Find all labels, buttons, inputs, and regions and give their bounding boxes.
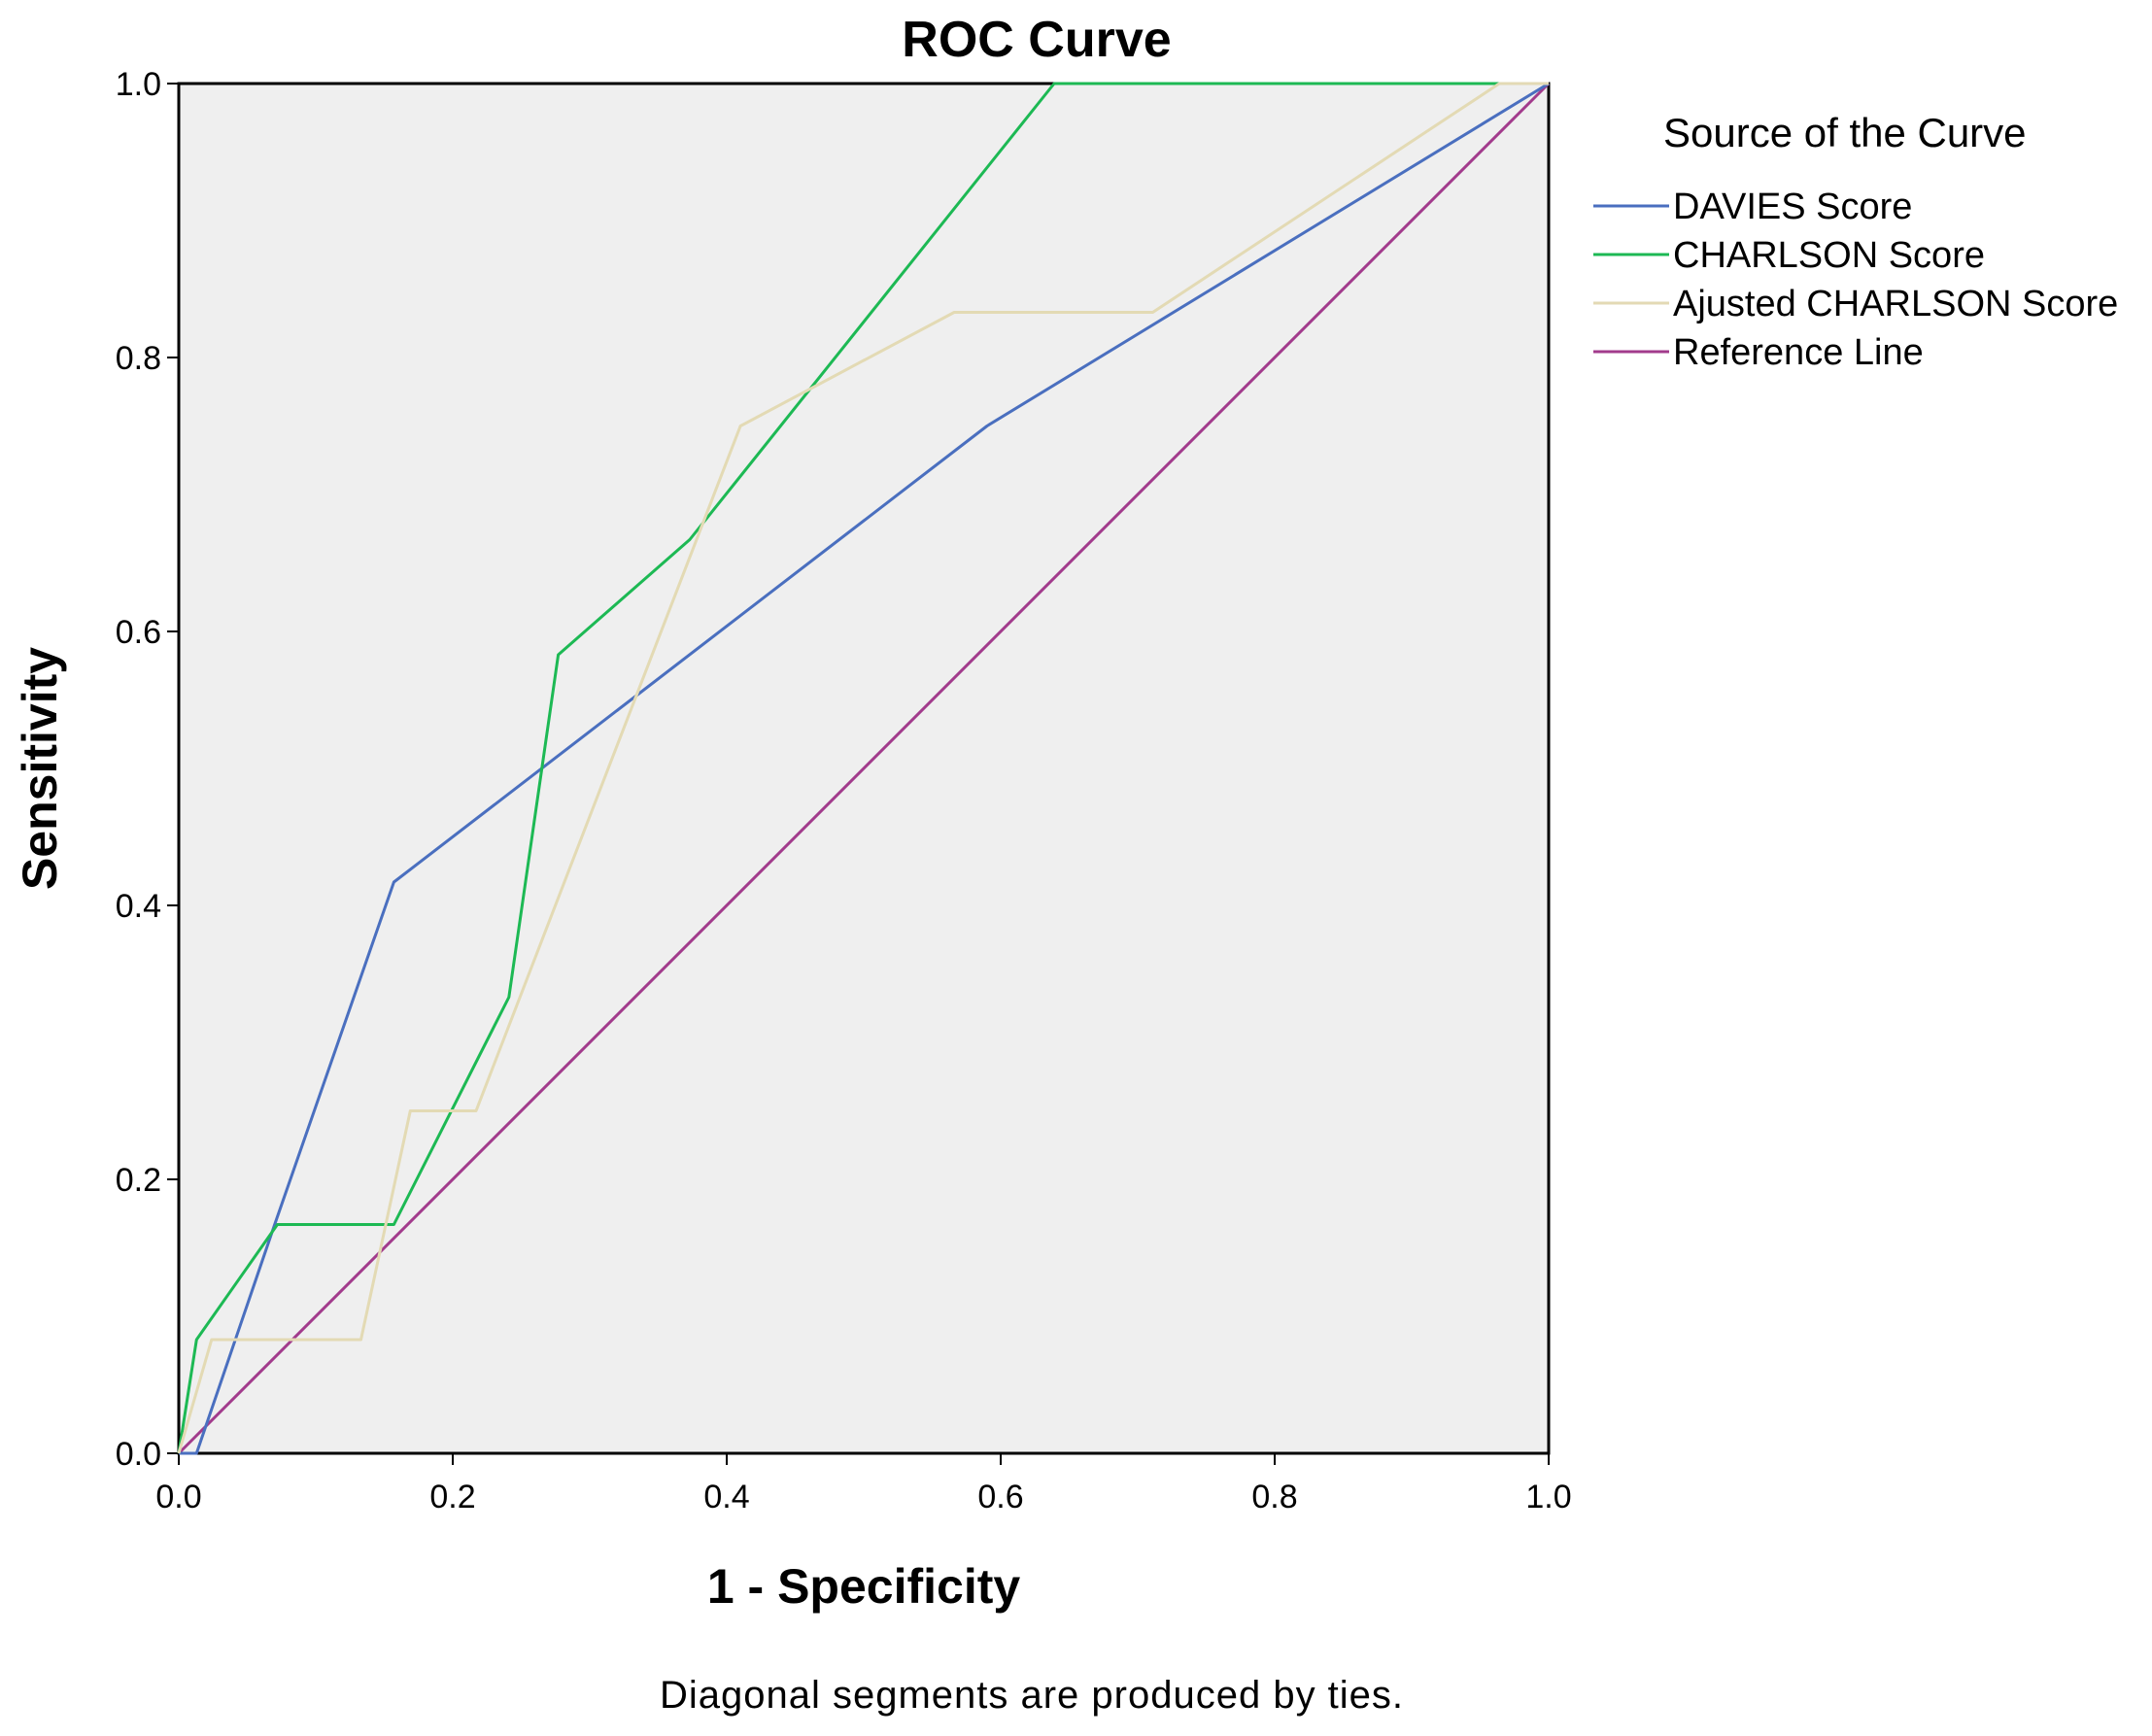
legend-label-ajusted-charlson-score: Ajusted CHARLSON Score: [1673, 284, 2118, 324]
y-tick-label: 0.4: [116, 888, 161, 925]
legend-label-davies-score: DAVIES Score: [1673, 187, 1912, 227]
legend-items: DAVIES Score CHARLSON Score Ajusted CHARLS…: [1593, 187, 2118, 373]
series-layer: [177, 82, 1551, 1455]
x-tick-label: 0.0: [155, 1479, 201, 1515]
series-line-reference-line: [177, 82, 1551, 1455]
series-line-ajusted-charlson-score: [177, 82, 1549, 1454]
x-tick-label: 0.4: [703, 1479, 749, 1515]
legend: Source of the Curve DAVIES Score CHARLSON…: [1593, 110, 2118, 373]
y-axis-ticks: 0.0 0.2 0.4 0.6 0.8 1.0: [116, 66, 179, 1473]
y-tick-label: 1.0: [116, 66, 161, 103]
legend-label-charlson-score: CHARLSON Score: [1673, 235, 1985, 276]
x-axis-title: 1 - Specificity: [707, 1559, 1021, 1614]
y-axis-title: Sensitivity: [13, 647, 67, 890]
x-tick-label: 0.2: [429, 1479, 475, 1515]
legend-label-reference-line: Reference Line: [1673, 332, 1924, 373]
x-tick-label: 0.8: [1251, 1479, 1297, 1515]
x-tick-label: 1.0: [1525, 1479, 1571, 1515]
series-line-davies-score: [179, 82, 1550, 1455]
footnote: Diagonal segments are produced by ties.: [660, 1674, 1404, 1717]
series-line-charlson-score: [177, 82, 1549, 1454]
y-tick-label: 0.2: [116, 1162, 161, 1199]
chart-title: ROC Curve: [902, 12, 1171, 68]
x-axis-ticks: 0.0 0.2 0.4 0.6 0.8 1.0: [155, 1453, 1572, 1515]
x-tick-label: 0.6: [977, 1479, 1023, 1515]
y-tick-label: 0.6: [116, 614, 161, 651]
y-tick-label: 0.0: [116, 1436, 161, 1473]
legend-title: Source of the Curve: [1663, 110, 2027, 155]
y-tick-label: 0.8: [116, 340, 161, 377]
